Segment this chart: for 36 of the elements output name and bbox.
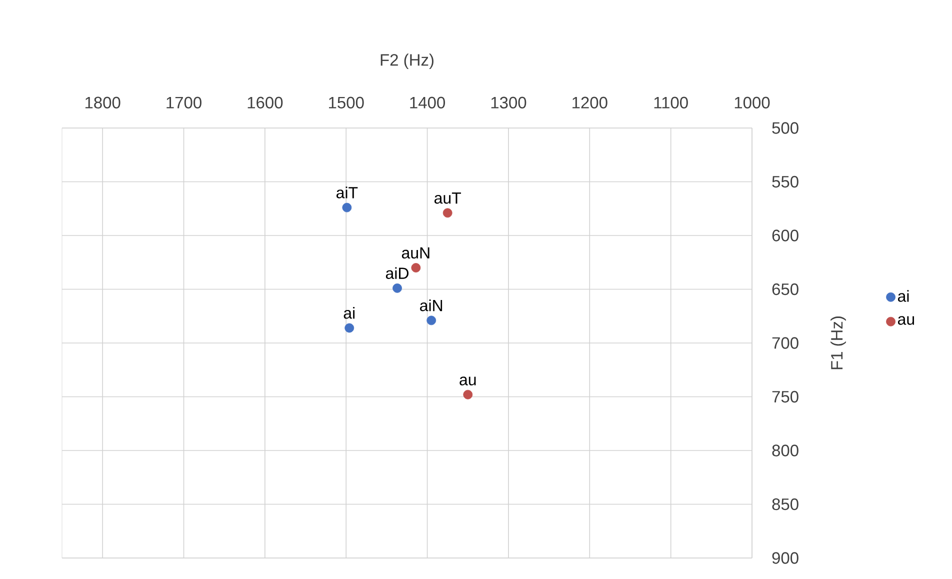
point [392,283,402,293]
annotation: au [460,376,476,386]
y-tick-label: 650 [772,283,798,296]
annotation: aiT [336,186,358,198]
annotation: aiN [420,299,442,312]
point [426,316,436,326]
x-tick-label: 1100 [654,96,688,108]
point [344,323,354,333]
annotation: auN [402,247,430,259]
legend-label: au [898,316,914,325]
point [463,390,473,400]
legend-label: ai [898,290,909,302]
y-tick-label: 850 [772,498,798,510]
annotation: ai [344,307,355,319]
x-axis-title: F2 (Hz) [380,54,434,70]
x-tick-label: 1600 [248,96,283,108]
x-tick-label: 1300 [491,96,526,108]
y-tick-label: 750 [772,390,798,403]
x-tick-label: 1800 [85,96,120,108]
y-tick-label: 600 [772,230,798,242]
y-tick-label: 800 [772,444,798,456]
x-tick-label: 1400 [410,96,445,108]
y-tick-label: 700 [772,337,798,349]
point [411,263,421,272]
point [442,208,452,218]
x-tick-label: 1000 [734,96,770,108]
x-tick-label: 1500 [329,96,364,108]
x-tick-label: 1700 [166,96,202,108]
y-axis-title: F1 (Hz) [830,316,846,370]
y-tick-label: 500 [772,122,798,134]
x-tick-label: 1200 [572,96,608,108]
point [342,202,352,212]
annotation: aiD [386,267,408,279]
annotation: auT [434,192,461,204]
y-tick-label: 550 [772,176,798,188]
y-tick-label: 900 [772,552,798,564]
